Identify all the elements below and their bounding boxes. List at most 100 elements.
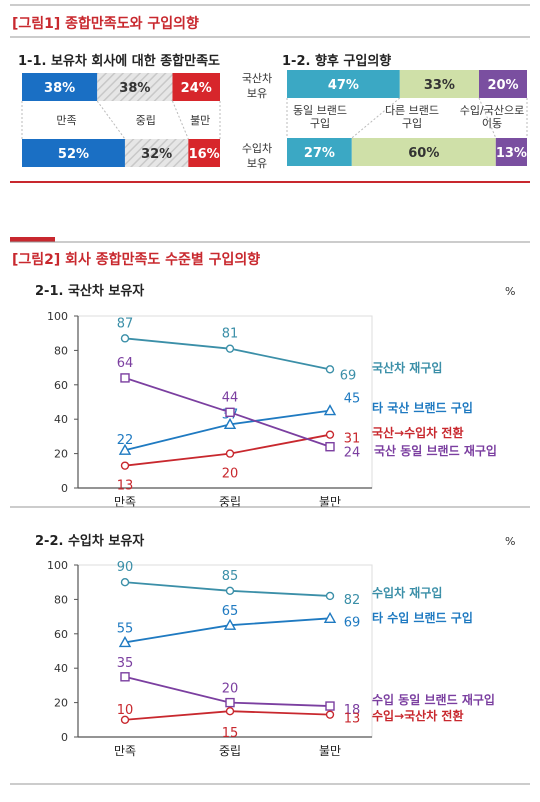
chart-2-series-0-point-0 bbox=[120, 578, 130, 587]
chart-1-series-1-point-0 bbox=[118, 443, 132, 455]
chart-1-series-0-point-2 bbox=[325, 365, 335, 374]
intent-domestic-seg-2 bbox=[479, 70, 527, 98]
chart-1-title: 2-1. 국산차 보유자 bbox=[35, 283, 144, 299]
chart-1-legend-1: 타 국산 브랜드 구입 bbox=[372, 400, 473, 415]
chart-2-series-3-point-2 bbox=[325, 710, 335, 719]
chart-2-x-tick-0: 만족 bbox=[114, 744, 136, 758]
intent-domestic-value-1: 33% bbox=[424, 78, 455, 93]
chart-1-legend-0: 국산차 재구입 bbox=[372, 360, 442, 375]
chart-1-series-1-point-0-label: 22 bbox=[117, 433, 134, 448]
intent-domestic-seg-0 bbox=[287, 70, 400, 98]
sat-import-value-0: 52% bbox=[58, 147, 89, 162]
chart-1-series-2-point-0 bbox=[120, 461, 130, 470]
chart-2-series-0-point-2 bbox=[325, 591, 335, 601]
chart-1-series-3-point-2-label: 24 bbox=[344, 446, 361, 461]
chart-2-x-tick-1: 중립 bbox=[219, 744, 241, 758]
intent-domestic-seg-1 bbox=[399, 70, 479, 98]
chart-2-legend-0: 수입차 재구입 bbox=[372, 585, 442, 600]
chart-2-series-2-point-0-label: 35 bbox=[117, 656, 134, 671]
chart-1-unit: % bbox=[505, 285, 515, 298]
chart-2-series-1-point-1 bbox=[223, 618, 237, 630]
chart-1-series-0-point-1 bbox=[225, 344, 235, 353]
chart-2-series-2-point-1-label: 20 bbox=[222, 682, 239, 697]
chart-1-series-1-point-2 bbox=[323, 404, 337, 416]
chart-1-series-1-point-2-label: 45 bbox=[344, 392, 361, 407]
chart-1-series-0-point-1-label: 81 bbox=[222, 327, 239, 342]
intent-label-1-line2: 구입 bbox=[402, 117, 422, 130]
chart-2-series-3-point-2-label: 13 bbox=[344, 712, 361, 727]
chart-2-series-2-point-0 bbox=[120, 672, 130, 682]
intent-import-seg-2 bbox=[495, 138, 527, 166]
fig1-section-left: 1-1. 보유차 회사에 대한 종합만족도 bbox=[18, 53, 220, 69]
sat-import-seg-1 bbox=[124, 139, 189, 167]
line-chart-2: 2-2. 수입차 보유자 % 0 20 40 60 80 100 만족 중립 불만 90 85 82 수입차… bbox=[10, 533, 530, 785]
intent-label-0-line2: 구입 bbox=[310, 117, 330, 130]
sat-connector-2 bbox=[172, 100, 189, 140]
sat-connector-1 bbox=[96, 100, 126, 140]
chart-1-y-tick-100: 100 bbox=[47, 310, 68, 323]
chart-1-series-2-point-0-label: 13 bbox=[117, 479, 134, 494]
sat-domestic-value-0: 38% bbox=[44, 81, 75, 96]
chart-2-series-3-point-0 bbox=[120, 715, 130, 724]
chart-2-x-tick-2: 불만 bbox=[319, 744, 341, 758]
chart-1-series-0-line bbox=[124, 337, 331, 371]
chart-2-legend-1: 타 수입 브랜드 구입 bbox=[372, 610, 473, 625]
sat-label-1: 중립 bbox=[136, 114, 156, 127]
chart-2-y-tick-40: 40 bbox=[54, 662, 68, 675]
chart-2-series-2-point-2-label: 18 bbox=[344, 703, 361, 718]
chart-1-series-0-point-2-label: 69 bbox=[340, 368, 357, 383]
chart-2-series-3-point-1 bbox=[225, 707, 235, 716]
intent-connector-1 bbox=[351, 97, 401, 139]
chart-2-series-0-point-1 bbox=[225, 586, 235, 595]
chart-1-series-2-point-2 bbox=[325, 430, 335, 439]
chart-2-series-1-point-2-label: 69 bbox=[344, 615, 361, 630]
intent-import-seg-1 bbox=[351, 138, 496, 166]
chart-2-legend-2: 수입 동일 브랜드 재구입 bbox=[372, 692, 495, 707]
chart-2-series-2-point-1 bbox=[225, 697, 235, 708]
fig2-accent bbox=[10, 237, 55, 242]
chart-2-series-0-point-1-label: 85 bbox=[222, 569, 239, 584]
chart-1-y-tick-20: 20 bbox=[54, 448, 68, 461]
row-label-import-line2: 보유 bbox=[247, 157, 267, 170]
intent-import-value-2: 13% bbox=[496, 146, 527, 161]
line-chart-1: 2-1. 국산차 보유자 % 0 20 40 60 80 100 만족 중립 불만 87 81 69 국산차… bbox=[10, 283, 530, 509]
chart-2-y-tick-100: 100 bbox=[47, 559, 68, 572]
chart-2-series-1-line bbox=[124, 617, 331, 644]
chart-1-series-0-point-0 bbox=[120, 334, 130, 343]
chart-2-series-2-point-2 bbox=[325, 701, 335, 711]
sat-label-0: 만족 bbox=[56, 114, 76, 127]
intent-import-value-0: 27% bbox=[304, 146, 335, 161]
row-label-domestic-line2: 보유 bbox=[247, 87, 267, 100]
fig2-title: [그림2] 회사 종합만족도 수준별 구입의향 bbox=[12, 251, 260, 268]
chart-1-series-2-point-2-label: 31 bbox=[344, 432, 361, 447]
sat-label-2: 불만 bbox=[190, 114, 210, 127]
chart-1-legend-2: 국산→수입차 전환 bbox=[372, 425, 464, 440]
chart-2-series-0-point-2-label: 82 bbox=[344, 593, 361, 608]
chart-2-series-1-point-0 bbox=[118, 635, 132, 648]
chart-1-x-tick-0: 만족 bbox=[114, 495, 136, 509]
chart-1-series-0-point-0-label: 87 bbox=[117, 316, 134, 331]
sat-domestic-value-2: 24% bbox=[181, 81, 212, 96]
chart-1-series-3-point-1 bbox=[225, 407, 235, 418]
chart-1-legend-3: 국산 동일 브랜드 재구입 bbox=[374, 443, 497, 458]
row-label-domestic-line1: 국산차 bbox=[242, 72, 272, 85]
chart-2-series-1-point-0-label: 55 bbox=[117, 621, 134, 636]
chart-2-y-tick-20: 20 bbox=[54, 697, 68, 710]
row-label-import-line1: 수입차 bbox=[242, 142, 272, 155]
sat-domestic-seg-0 bbox=[22, 73, 98, 101]
sat-import-value-2: 16% bbox=[189, 147, 220, 162]
chart-1-series-3-point-0 bbox=[120, 373, 130, 383]
chart-1-series-3-point-0-label: 64 bbox=[117, 356, 134, 371]
chart-1-y-tick-60: 60 bbox=[54, 379, 68, 392]
chart-1-series-2-line bbox=[124, 433, 331, 467]
intent-import-seg-0 bbox=[287, 138, 352, 166]
fig1-section-right: 1-2. 향후 구입의향 bbox=[282, 53, 391, 69]
chart-1-series-1-point-1 bbox=[223, 417, 237, 430]
chart-2-y-tick-0: 0 bbox=[61, 731, 68, 744]
chart-1-series-2-point-1 bbox=[225, 449, 235, 458]
intent-domestic-value-2: 20% bbox=[487, 78, 518, 93]
intent-domestic-value-0: 47% bbox=[328, 78, 359, 93]
